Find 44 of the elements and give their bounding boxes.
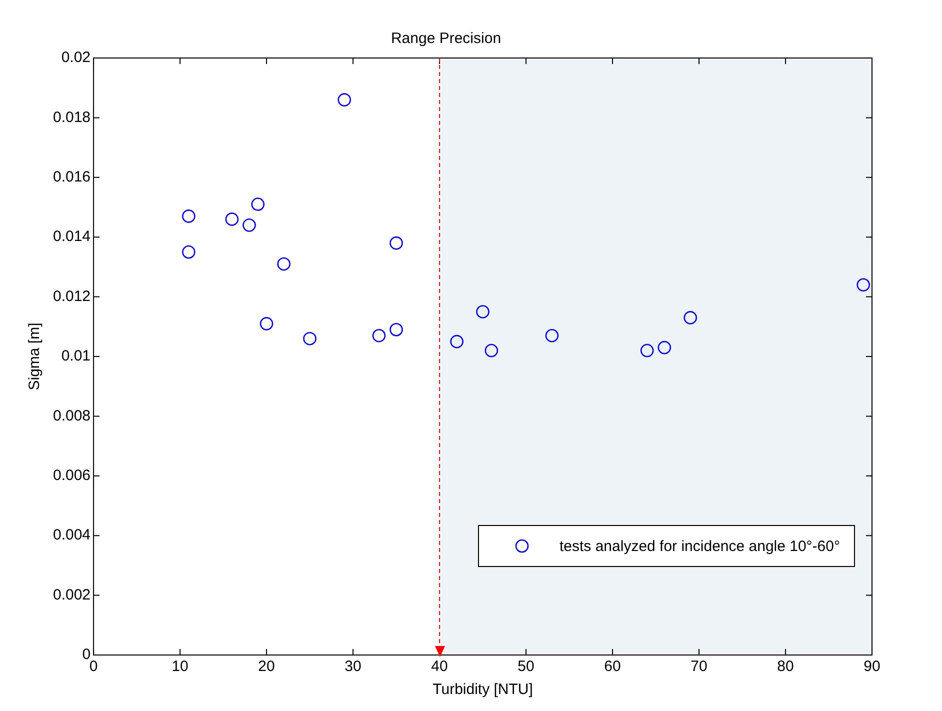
- point: [450, 334, 464, 348]
- y-tick-label: 0.002: [52, 586, 91, 604]
- x-tick-label: 90: [864, 658, 880, 676]
- y-tick-label: 0.006: [52, 467, 91, 484]
- x-tick-label: 20: [258, 658, 275, 676]
- point: [277, 257, 290, 271]
- point: [251, 198, 265, 211]
- y-tick-label: 0.016: [52, 168, 91, 186]
- point: [260, 317, 274, 330]
- point: [390, 322, 403, 336]
- legend-label: tests analyzed for incidence angle 10°-60°: [559, 538, 840, 554]
- y-tick-label: 0.01: [61, 348, 91, 365]
- point: [182, 210, 196, 223]
- x-tick-label: 50: [518, 658, 534, 676]
- y-tick-label: 0.02: [61, 49, 91, 66]
- point: [372, 328, 386, 342]
- x-tick-label: 40: [431, 658, 448, 676]
- x-tick-label: 70: [690, 658, 708, 676]
- point: [658, 340, 672, 354]
- point: [640, 344, 654, 358]
- y-tick-label: 0.018: [52, 108, 91, 126]
- chart-title: Range Precision: [390, 30, 502, 48]
- point: [225, 212, 239, 226]
- y-tick-label: 0.008: [52, 407, 91, 424]
- point: [856, 278, 870, 292]
- y-tick-label: 0.014: [52, 228, 91, 246]
- point: [182, 245, 196, 259]
- y-tick-label: 0.004: [52, 526, 91, 544]
- x-axis-title: Turbidity [NTU]: [432, 681, 533, 698]
- y-tick-label: 0.012: [52, 288, 91, 305]
- point: [476, 305, 490, 318]
- point: [390, 236, 403, 250]
- x-tick-label: 80: [777, 658, 794, 676]
- x-tick-label: 10: [172, 658, 188, 676]
- x-tick-label: 60: [604, 658, 621, 676]
- point: [684, 311, 698, 324]
- y-tick-label: 0: [82, 646, 91, 664]
- point: [303, 332, 316, 346]
- y-axis-title: Sigma [m]: [26, 322, 44, 390]
- point: [242, 218, 256, 232]
- point: [545, 328, 559, 342]
- point: [484, 344, 498, 358]
- point: [338, 93, 352, 106]
- x-tick-label: 30: [344, 658, 362, 676]
